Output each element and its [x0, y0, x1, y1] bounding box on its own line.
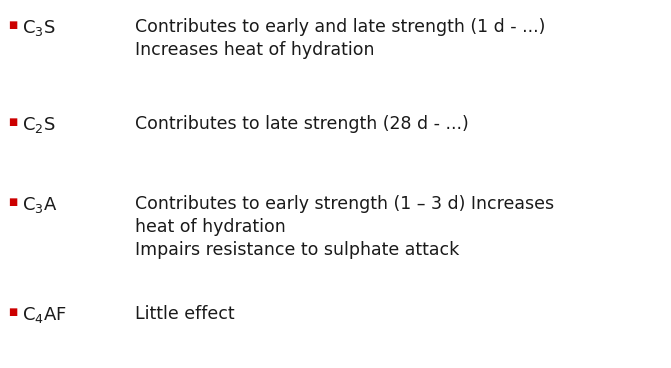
Text: Contributes to late strength (28 d - ...): Contributes to late strength (28 d - ...… — [135, 115, 469, 133]
Text: Contributes to early and late strength (1 d - ...)
Increases heat of hydration: Contributes to early and late strength (… — [135, 18, 546, 59]
Text: Contributes to early strength (1 – 3 d) Increases
heat of hydration
Impairs resi: Contributes to early strength (1 – 3 d) … — [135, 195, 554, 259]
Text: C$_3$A: C$_3$A — [22, 195, 58, 215]
Text: Little effect: Little effect — [135, 305, 235, 323]
Text: ■: ■ — [8, 117, 17, 127]
Text: C$_2$S: C$_2$S — [22, 115, 56, 135]
Text: ■: ■ — [8, 20, 17, 30]
Text: C$_4$AF: C$_4$AF — [22, 305, 67, 325]
Text: ■: ■ — [8, 197, 17, 207]
Text: ■: ■ — [8, 307, 17, 317]
Text: C$_3$S: C$_3$S — [22, 18, 56, 38]
